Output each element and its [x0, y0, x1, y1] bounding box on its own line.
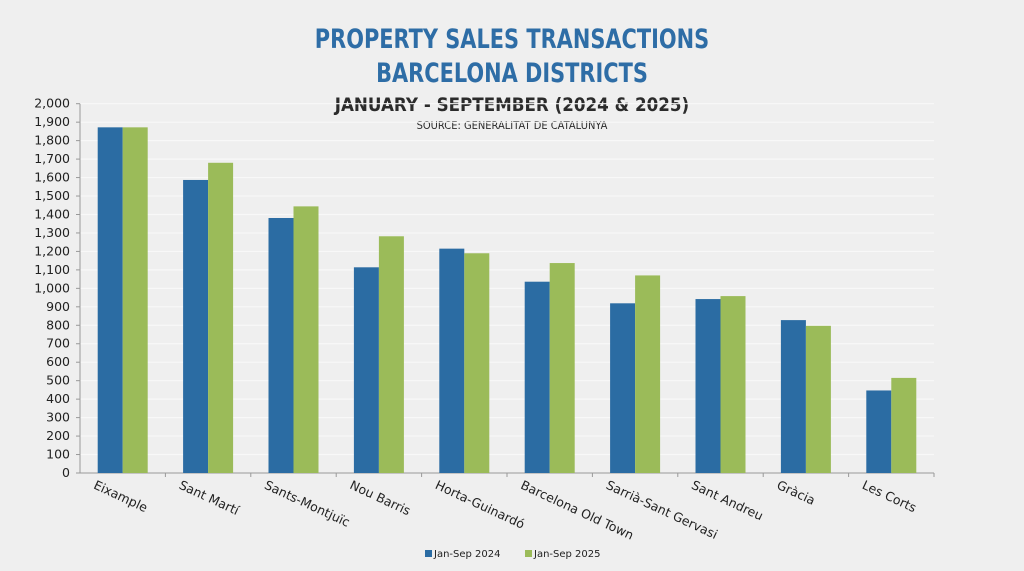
x-tick-label: Horta-Guinardó	[433, 477, 527, 532]
bar-2024	[268, 217, 294, 473]
bar-2025	[378, 236, 404, 473]
y-tick-label: 500	[46, 373, 70, 388]
x-tick-label: Nou Barris	[348, 477, 413, 518]
x-tick-label: Sant Martí	[177, 477, 242, 518]
bar-2024	[695, 299, 721, 473]
bar-2025	[549, 263, 575, 473]
y-tick-label: 800	[46, 317, 70, 332]
legend-swatch	[425, 550, 432, 557]
y-tick-label: 1,500	[34, 188, 70, 203]
x-tick-label: Eixample	[91, 477, 150, 515]
y-tick-label: 1,200	[34, 243, 70, 258]
y-tick-label: 900	[46, 299, 70, 314]
y-tick-label: 200	[46, 428, 70, 443]
y-tick-label: 600	[46, 354, 70, 369]
legend-swatch	[525, 550, 532, 557]
legend-label: Jan-Sep 2024	[433, 549, 501, 560]
bar-2024	[353, 267, 379, 473]
bar-2024	[524, 281, 550, 473]
legend-label: Jan-Sep 2025	[533, 549, 601, 560]
bar-2025	[720, 296, 746, 473]
bar-2024	[866, 390, 892, 473]
bar-2025	[891, 377, 917, 473]
y-tick-label: 100	[46, 447, 70, 462]
bar-2025	[464, 253, 490, 473]
y-tick-label: 1,700	[34, 151, 70, 166]
y-tick-label: 1,400	[34, 206, 70, 221]
bar-2024	[780, 320, 806, 473]
y-tick-label: 300	[46, 410, 70, 425]
x-tick-label: Sants-Montjuïc	[262, 477, 352, 530]
y-tick-label: 1,800	[34, 133, 70, 148]
y-tick-label: 1,000	[34, 280, 70, 295]
bar-2025	[208, 162, 234, 473]
chart-title-line-2: BARCELONA DISTRICTS	[376, 58, 648, 89]
chart-title-line-1: PROPERTY SALES TRANSACTIONS	[314, 24, 710, 55]
bar-2025	[635, 275, 661, 473]
x-tick-label: Les Corts	[860, 477, 919, 515]
y-tick-label: 1,900	[34, 114, 70, 129]
chart-subtitle: JANUARY - SEPTEMBER (2024 & 2025)	[334, 94, 690, 116]
x-tick-label: Sant Andreu	[689, 477, 765, 523]
y-tick-label: 0	[62, 465, 70, 480]
y-tick-label: 2,000	[34, 96, 70, 111]
y-tick-label: 1,600	[34, 170, 70, 185]
y-tick-label: 700	[46, 336, 70, 351]
y-tick-label: 1,100	[34, 262, 70, 277]
bar-2024	[439, 248, 465, 473]
bar-2024	[97, 127, 123, 473]
x-tick-label: Gràcia	[775, 477, 818, 508]
y-tick-label: 1,300	[34, 225, 70, 240]
bar-2025	[293, 206, 319, 473]
bar-2025	[805, 325, 831, 473]
bar-2025	[122, 127, 148, 473]
y-tick-label: 400	[46, 391, 70, 406]
bar-2024	[610, 303, 636, 473]
bar-2024	[183, 179, 209, 473]
